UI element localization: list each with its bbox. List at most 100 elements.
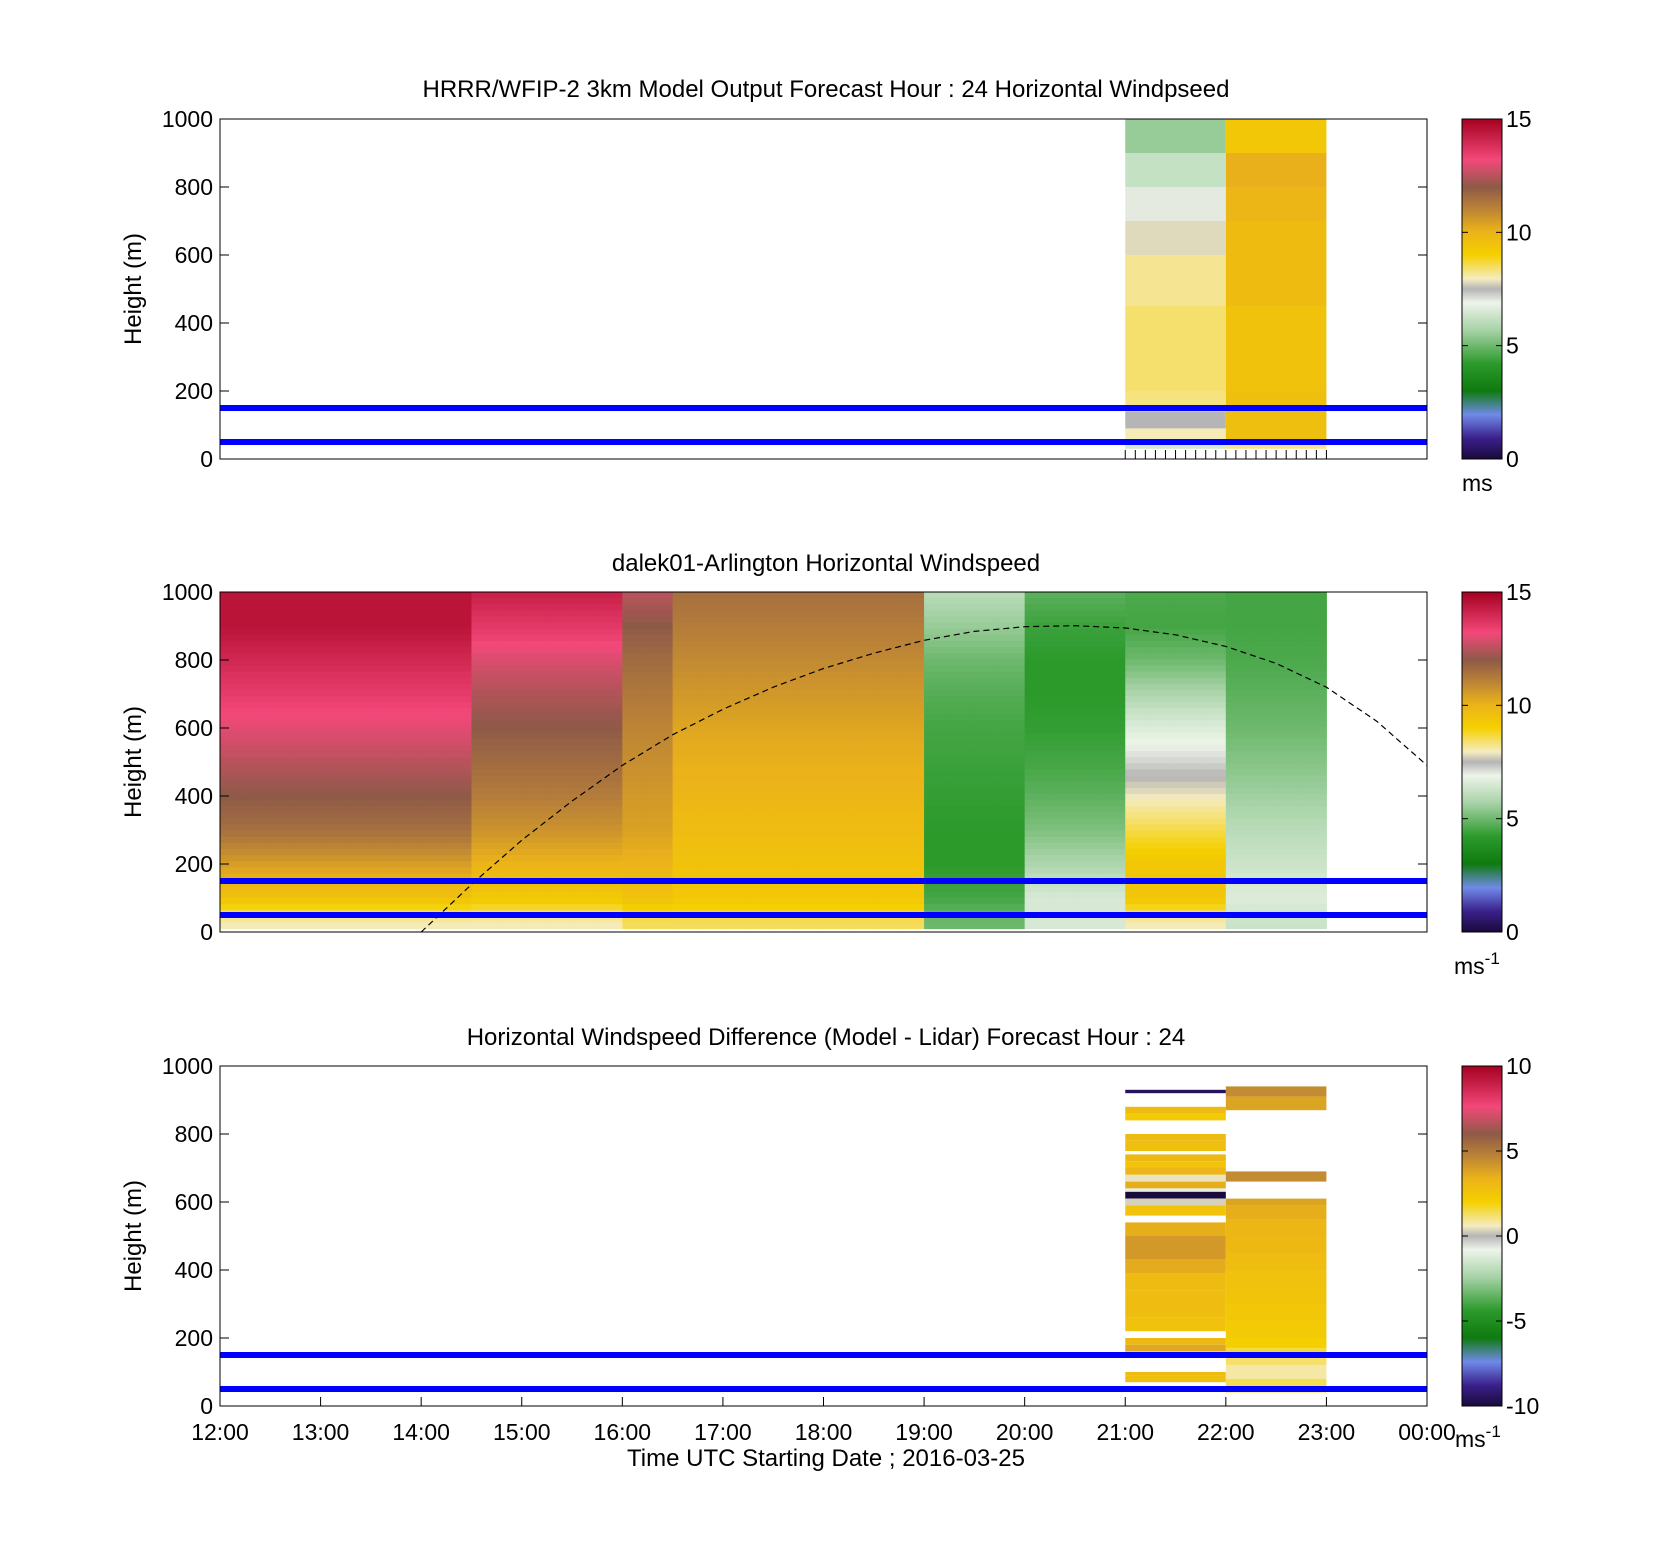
heatmap-cell: [823, 592, 850, 599]
heatmap-cell: [370, 726, 397, 734]
heatmap-cell: [1200, 634, 1227, 642]
heatmap-cell: [320, 787, 347, 795]
heatmap-cell: [1024, 849, 1051, 856]
heatmap-cell: [1175, 867, 1202, 875]
heatmap-cell: [496, 726, 523, 734]
heatmap-cell: [597, 604, 623, 611]
heatmap-cell: [672, 849, 699, 856]
heatmap-cell: [396, 836, 422, 844]
panel-lidar-colorbar: [1461, 591, 1503, 933]
heatmap-cell: [1250, 745, 1277, 752]
heatmap-cell: [1049, 683, 1076, 691]
heatmap-cell: [496, 702, 523, 709]
heatmap-cell: [848, 836, 875, 844]
heatmap-cell: [898, 592, 925, 599]
heatmap-cell: [1175, 916, 1202, 923]
heatmap-cell: [924, 836, 950, 844]
heatmap-cell: [873, 824, 900, 832]
heatmap-cell: [773, 824, 799, 832]
heatmap-cell: [974, 634, 1001, 642]
heatmap-cell: [496, 824, 523, 832]
heatmap-cell: [798, 867, 824, 875]
heatmap-cell: [647, 708, 674, 715]
heatmap-cell: [245, 885, 271, 893]
heatmap-cell: [471, 653, 498, 660]
heatmap-cell: [1175, 714, 1202, 722]
heatmap-cell: [974, 904, 1001, 911]
heatmap-cell: [370, 769, 397, 777]
heatmap-cell: [597, 891, 623, 899]
heatmap-cell: [823, 640, 850, 648]
heatmap-cell: [949, 738, 975, 746]
heatmap-cell: [1276, 812, 1302, 819]
heatmap-cell: [1301, 628, 1327, 636]
heatmap-cell: [1225, 221, 1327, 306]
heatmap-cell: [1250, 702, 1277, 709]
heatmap-cell: [898, 793, 925, 801]
heatmap-cell: [773, 604, 799, 611]
heatmap-cell: [345, 861, 372, 868]
heatmap-cell: [873, 671, 900, 679]
heatmap-cell: [546, 818, 573, 826]
heatmap-cell: [1175, 659, 1202, 666]
heatmap-cell: [622, 622, 648, 630]
heatmap-cell: [748, 671, 774, 679]
heatmap-cell: [597, 708, 623, 715]
heatmap-cell: [597, 836, 623, 844]
heatmap-cell: [798, 622, 824, 630]
heatmap-cell: [1200, 689, 1227, 697]
heatmap-cell: [722, 842, 749, 850]
heatmap-cell: [1125, 800, 1151, 807]
heatmap-cell: [722, 867, 749, 875]
heatmap-cell: [245, 708, 271, 715]
heatmap-cell: [270, 628, 296, 636]
heatmap-cell: [1301, 696, 1327, 703]
heatmap-cell: [722, 714, 749, 722]
heatmap-cell: [823, 708, 850, 715]
heatmap-cell: [320, 757, 347, 764]
heatmap-cell: [471, 702, 498, 709]
heatmap-cell: [748, 634, 774, 642]
heatmap-cell: [798, 855, 824, 862]
heatmap-cell: [521, 598, 548, 605]
heatmap-cell: [974, 610, 1001, 617]
heatmap-cell: [295, 806, 322, 813]
heatmap-cell: [270, 592, 296, 599]
heatmap-cell: [320, 726, 347, 734]
heatmap-cell: [773, 616, 799, 624]
heatmap-cell: [572, 647, 598, 654]
heatmap-cell: [999, 640, 1026, 648]
heatmap-cell: [295, 683, 322, 691]
heatmap-cell: [697, 800, 724, 807]
heatmap-cell: [446, 793, 472, 801]
heatmap-cell: [270, 634, 296, 642]
heatmap-cell: [295, 634, 322, 642]
heatmap-cell: [949, 622, 975, 630]
heatmap-cell: [949, 702, 975, 709]
heatmap-cell: [270, 824, 296, 832]
heatmap-cell: [697, 683, 724, 691]
heatmap-cell: [521, 714, 548, 722]
heatmap-cell: [1125, 1161, 1226, 1168]
heatmap-cell: [270, 787, 296, 795]
heatmap-cell: [722, 751, 749, 758]
heatmap-cell: [773, 628, 799, 636]
heatmap-cell: [949, 653, 975, 660]
heatmap-cell: [949, 824, 975, 832]
heatmap-cell: [270, 769, 296, 777]
heatmap-cell: [597, 818, 623, 826]
heatmap-cell: [647, 647, 674, 654]
heatmap-cell: [924, 793, 950, 801]
heatmap-cell: [597, 634, 623, 642]
heatmap-cell: [873, 714, 900, 722]
heatmap-cell: [446, 622, 472, 630]
heatmap-cell: [245, 665, 271, 673]
heatmap-cell: [496, 604, 523, 611]
heatmap-cell: [270, 702, 296, 709]
heatmap-cell: [370, 751, 397, 758]
heatmap-cell: [873, 830, 900, 838]
heatmap-cell: [345, 830, 372, 838]
heatmap-cell: [421, 696, 447, 703]
heatmap-cell: [546, 720, 573, 728]
heatmap-cell: [471, 628, 498, 636]
